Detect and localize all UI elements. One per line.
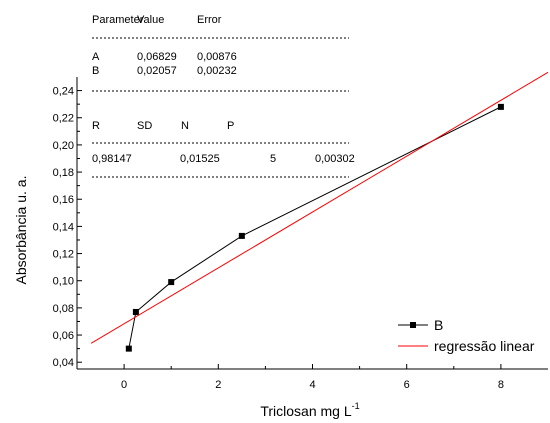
data-point	[238, 232, 245, 239]
y-tick-label: 0,04	[53, 357, 74, 369]
stats-header-cell: Value	[137, 14, 164, 26]
data-point	[132, 308, 139, 315]
y-tick-label: 0,14	[53, 221, 74, 233]
data-point	[497, 103, 504, 110]
y-tick-label: 0,12	[53, 249, 74, 261]
stats-cell: 0,98147	[92, 153, 132, 165]
stats-cell: 0,00232	[197, 65, 237, 77]
stats-header-cell: Error	[197, 14, 222, 26]
y-tick-label: 0,08	[53, 303, 74, 315]
series-line-regressão-linear	[90, 71, 549, 344]
stats-header-cell: R	[92, 120, 100, 132]
stats-cell: B	[92, 65, 99, 77]
stats-cell: 0,00302	[315, 153, 355, 165]
y-axis-label: Absorbância u. a.	[13, 176, 29, 285]
stats-header-cell: SD	[137, 120, 152, 132]
x-tick-label: 2	[215, 379, 221, 391]
x-tick-label: 6	[404, 379, 410, 391]
stats-cell: 0,01525	[180, 153, 220, 165]
legend-marker	[410, 322, 416, 328]
y-tick-label: 0,24	[53, 86, 74, 98]
y-tick-label: 0,22	[53, 113, 74, 125]
y-tick-label: 0,20	[53, 140, 74, 152]
x-tick-label: 0	[121, 379, 127, 391]
stats-cell: 0,02057	[137, 65, 177, 77]
x-axis-label: Triclosan mg L-1	[260, 401, 359, 419]
x-tick-label: 4	[309, 379, 315, 391]
x-axis-label-main: Triclosan mg L	[260, 403, 352, 419]
y-tick-label: 0,18	[53, 167, 74, 179]
y-tick-label: 0,16	[53, 194, 74, 206]
stats-header-cell: N	[181, 120, 189, 132]
stats-header-cell: Parameter	[92, 14, 144, 26]
x-axis-label-sup: -1	[352, 401, 360, 411]
stats-cell: 0,00876	[197, 51, 237, 63]
stats-cell: 5	[270, 153, 276, 165]
stats-cell: 0,06829	[137, 51, 177, 63]
legend-label: regressão linear	[434, 338, 535, 354]
y-tick-label: 0,06	[53, 330, 74, 342]
data-point	[125, 345, 132, 352]
x-tick-label: 8	[498, 379, 504, 391]
legend-label: B	[434, 317, 443, 333]
stats-cell: A	[92, 51, 100, 63]
stats-header-cell: P	[227, 120, 234, 132]
plot-area: 0,04 0,06 0,08 0,10 0,12 0,14 0,16 0,18 0,20 0,22…	[53, 71, 549, 391]
data-point	[168, 279, 175, 286]
y-tick-label: 0,10	[53, 276, 74, 288]
